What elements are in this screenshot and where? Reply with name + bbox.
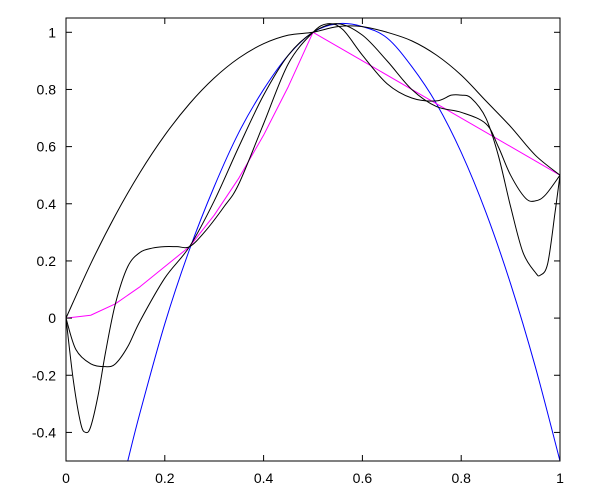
plot-frame (65, 17, 561, 462)
y-tick-label: 0.2 (37, 253, 57, 269)
x-axis: 0 0.2 0.4 0.6 0.8 1 (62, 18, 564, 486)
series-line-4 (66, 23, 560, 368)
x-tick-label: 0.2 (155, 470, 175, 486)
series-line-3 (66, 25, 560, 319)
series-layer (66, 22, 560, 461)
series-line-2 (66, 31, 560, 319)
x-tick-label: 1 (556, 470, 564, 486)
y-axis: -0.4 -0.2 0 0.2 0.4 0.6 0.8 1 (32, 24, 560, 440)
x-tick-label: 0.6 (353, 470, 373, 486)
y-tick-label: 0 (48, 310, 56, 326)
series-line-5 (66, 23, 560, 434)
x-tick-label: 0 (62, 470, 70, 486)
y-tick-label: 0.8 (37, 81, 57, 97)
y-tick-label: -0.4 (32, 424, 56, 440)
x-tick-label: 0.8 (451, 470, 471, 486)
x-tick-label: 0.4 (254, 470, 274, 486)
y-tick-label: 0.6 (37, 139, 57, 155)
y-tick-label: -0.2 (32, 367, 56, 383)
y-tick-label: 1 (48, 24, 56, 40)
y-tick-label: 0.4 (37, 196, 57, 212)
